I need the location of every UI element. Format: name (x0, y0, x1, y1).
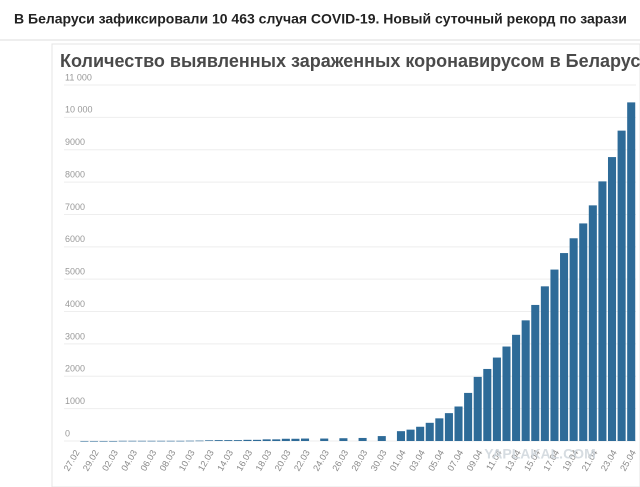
bar (406, 429, 415, 441)
bar (416, 426, 425, 441)
watermark: YAPLAKAL.COM (484, 446, 596, 462)
bar (454, 406, 463, 441)
bar (128, 440, 137, 442)
y-tick-label: 10 000 (65, 105, 93, 115)
y-tick-label: 6000 (65, 234, 85, 244)
bar (377, 436, 386, 441)
bar (464, 392, 473, 441)
bar (492, 357, 501, 441)
y-tick-label: 4000 (65, 299, 85, 309)
bar (617, 130, 626, 441)
y-tick-label: 0 (65, 428, 70, 438)
bar (435, 418, 444, 441)
bar (588, 205, 597, 441)
bar (320, 438, 329, 441)
y-tick-label: 2000 (65, 364, 85, 374)
bar (99, 440, 108, 442)
bar (502, 346, 511, 441)
bar (281, 438, 290, 441)
bar (598, 181, 607, 441)
bar (339, 438, 348, 441)
bar (444, 413, 453, 441)
y-tick-label: 7000 (65, 202, 85, 212)
bar (272, 439, 281, 441)
bar (521, 320, 530, 441)
bar (243, 439, 252, 441)
header-bar (0, 0, 640, 40)
bar (80, 440, 89, 442)
bar (579, 223, 588, 441)
bar (540, 286, 549, 441)
bar (358, 437, 367, 441)
y-tick-label: 8000 (65, 169, 85, 179)
bar (253, 439, 262, 441)
bar (483, 368, 492, 441)
bar (214, 440, 223, 441)
bar (224, 440, 233, 441)
headline: В Беларуси зафиксировали 10 463 случая C… (14, 11, 627, 27)
bar (473, 376, 482, 441)
bar (185, 440, 194, 442)
y-tick-label: 11 000 (65, 72, 92, 82)
bar (195, 440, 204, 442)
chart-title: Количество выявленных зараженных коронав… (60, 51, 640, 71)
y-tick-label: 9000 (65, 137, 85, 147)
bar (166, 440, 175, 442)
bar (512, 334, 521, 441)
bar (118, 440, 127, 442)
bar (137, 440, 146, 442)
y-tick-label: 1000 (65, 396, 85, 406)
bar (89, 440, 99, 442)
bar (607, 157, 617, 441)
bar (569, 238, 578, 441)
bar (291, 438, 300, 441)
y-tick-label: 5000 (65, 267, 85, 277)
bar (627, 102, 636, 441)
bar (176, 440, 185, 442)
bar (301, 438, 310, 441)
bar (157, 440, 166, 442)
bar (109, 440, 118, 442)
bar (396, 431, 405, 441)
bar (205, 440, 214, 441)
bar (262, 439, 271, 441)
bar (560, 253, 569, 441)
bar (233, 440, 242, 441)
bar (147, 440, 156, 442)
bar (550, 269, 559, 441)
bar (531, 304, 540, 441)
bar (425, 422, 434, 441)
y-tick-label: 3000 (65, 331, 85, 341)
